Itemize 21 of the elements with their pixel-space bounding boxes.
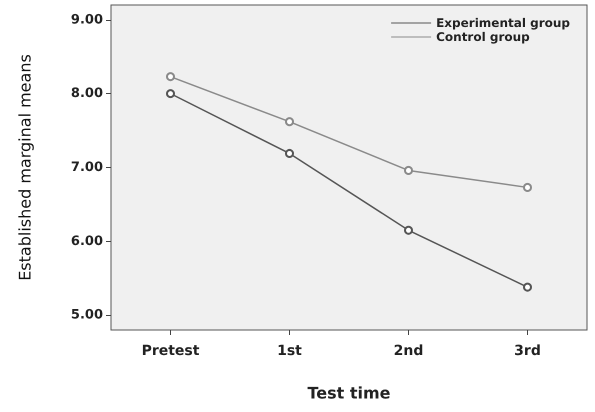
x-tick-label: 1st	[277, 343, 302, 359]
x-tick-label: 2nd	[394, 343, 424, 359]
x-tick-label: 3rd	[514, 343, 541, 359]
y-tick-label: 9.00	[70, 12, 103, 28]
x-axis-title: Test time	[307, 384, 391, 402]
x-tick-label: Pretest	[142, 343, 200, 359]
point	[523, 282, 532, 292]
point	[404, 226, 413, 235]
point	[166, 72, 175, 82]
y-tick-label: 8.00	[70, 86, 103, 102]
y-axis-title: Established marginal means	[16, 54, 34, 281]
point	[166, 89, 175, 98]
y-tick-label: 6.00	[70, 234, 103, 249]
point	[285, 148, 294, 158]
y-tick-label: 5.00	[70, 308, 103, 323]
point	[404, 166, 413, 175]
point	[523, 182, 532, 192]
y-tick-label: 7.00	[70, 160, 103, 175]
point	[285, 117, 294, 126]
legend-label: Control group	[436, 30, 530, 44]
legend-label: Experimental group	[436, 16, 570, 30]
